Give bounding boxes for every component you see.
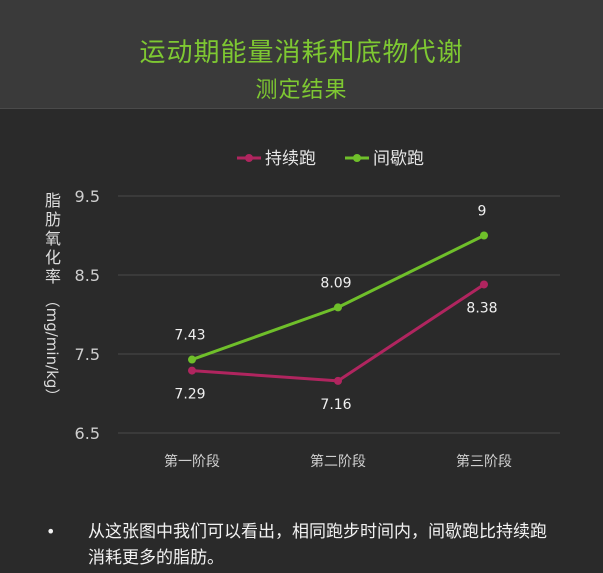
legend-label: 间歇跑 (373, 149, 424, 169)
data-label: 8.38 (466, 300, 497, 316)
series-line (191, 234, 485, 361)
x-tick-label: 第一阶段 (164, 453, 220, 470)
chart-area: 9.5 8.5 7.5 6.5 脂肪氧化率 （mg/min/kg） 第一阶段 第二阶段 第三阶段… (0, 108, 603, 508)
series-line (191, 283, 485, 383)
legend-label: 持续跑 (265, 149, 316, 169)
x-tick-label: 第三阶段 (456, 453, 512, 470)
data-point (334, 376, 342, 385)
x-tick-label: 第二阶段 (310, 453, 366, 470)
conclusion-text: 从这张图中我们可以看出，相同跑步时间内，间歇跑比持续跑消耗更多的脂肪。 (88, 522, 547, 568)
y-axis-label-char: 化 (45, 248, 61, 267)
legend-swatch-marker (245, 154, 253, 162)
data-point (480, 280, 488, 289)
data-point (188, 366, 196, 375)
y-axis-label-char: 脂 (45, 191, 61, 210)
data-label: 7.43 (174, 328, 205, 344)
y-axis-label-char: 肪 (45, 210, 61, 229)
y-axis-label-char: 率 (45, 267, 61, 286)
data-label: 9 (478, 204, 487, 220)
data-point (188, 355, 196, 364)
slide-title: 运动期能量消耗和底物代谢 (139, 38, 464, 68)
y-tick-label: 6.5 (75, 424, 100, 443)
legend-swatch-marker (353, 154, 361, 162)
data-label: 8.09 (320, 275, 351, 291)
y-axis-label-unit: （mg/min/kg） (43, 293, 61, 404)
data-label: 7.16 (320, 397, 351, 413)
data-point (480, 231, 488, 240)
title-banner: 运动期能量消耗和底物代谢 测定结果 (0, 0, 603, 109)
data-label: 7.29 (174, 387, 205, 403)
slide-subtitle: 测定结果 (255, 78, 348, 103)
y-tick-label: 9.5 (75, 187, 100, 206)
bullet-icon: • (46, 522, 56, 541)
y-tick-label: 8.5 (75, 266, 100, 285)
y-axis-label-char: 氧 (45, 229, 61, 248)
data-point (334, 303, 342, 312)
y-tick-label: 7.5 (75, 345, 100, 364)
